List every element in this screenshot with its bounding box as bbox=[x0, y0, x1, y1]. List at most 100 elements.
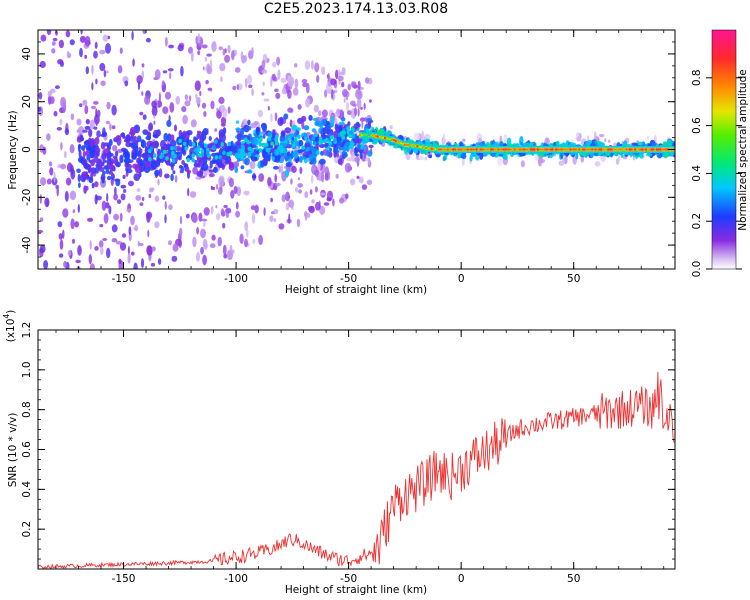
spectrogram-cell bbox=[603, 148, 606, 151]
spectrogram-cell bbox=[214, 155, 219, 160]
spectrogram-cell bbox=[253, 121, 259, 126]
spectrogram-cell bbox=[520, 160, 525, 168]
spectrogram-cell bbox=[296, 218, 301, 228]
spectrogram-cell bbox=[219, 62, 226, 72]
spectrogram-cell bbox=[164, 173, 170, 179]
spectrogram-cell bbox=[151, 105, 158, 117]
spectrogram-cell bbox=[364, 117, 367, 122]
spectrogram-cell bbox=[333, 130, 339, 139]
spectrogram-cell bbox=[344, 162, 352, 173]
spectrogram-cell bbox=[666, 139, 673, 148]
spectrogram-cell bbox=[95, 120, 98, 126]
snr-exponent-label: (x104) bbox=[2, 310, 17, 343]
spectrogram-cell bbox=[562, 148, 565, 151]
spectrogram-cell bbox=[220, 123, 226, 127]
spectrogram-cell bbox=[133, 226, 139, 231]
spectrogram-cell bbox=[174, 175, 178, 183]
spectrogram-cell bbox=[100, 176, 105, 180]
spectrogram-cell bbox=[131, 30, 134, 41]
spectrogram-cell bbox=[220, 76, 223, 82]
spectrogram-cell bbox=[360, 106, 363, 111]
spectrogram-cell bbox=[324, 172, 329, 181]
spectrogram-cell bbox=[84, 125, 91, 130]
spectrogram-cell bbox=[153, 153, 157, 158]
spectrogram-cell bbox=[186, 130, 193, 136]
x-tick-label: -150 bbox=[112, 273, 136, 285]
spectrogram-cell bbox=[184, 94, 189, 101]
spectrogram-cell bbox=[252, 238, 256, 245]
spectrogram-cell bbox=[326, 197, 332, 202]
spectrogram-cell bbox=[197, 161, 201, 168]
spectrogram-cell bbox=[220, 208, 225, 217]
spectrogram-cell bbox=[196, 251, 200, 262]
spectrogram-cell bbox=[196, 130, 202, 134]
spectrogram-cell bbox=[185, 139, 192, 143]
spectrogram-cell bbox=[304, 142, 311, 149]
spectrogram-cell bbox=[548, 148, 551, 151]
spectrogram-cell bbox=[285, 155, 291, 160]
spectrogram-cell bbox=[241, 151, 245, 157]
spectrogram-cell bbox=[346, 126, 351, 131]
spectrogram-cell bbox=[488, 148, 491, 151]
spectrogram-cell bbox=[337, 158, 343, 165]
spectrogram-cell bbox=[89, 149, 93, 157]
spectrogram-cell bbox=[107, 170, 113, 175]
spectrogram-cell bbox=[186, 169, 191, 174]
spectrogram-cell bbox=[57, 221, 63, 228]
spectrogram-cell bbox=[244, 238, 248, 248]
spectrogram-cell bbox=[272, 165, 279, 170]
snr-frame bbox=[37, 329, 676, 570]
spectrogram-cell bbox=[607, 148, 610, 151]
spectrogram-cell bbox=[170, 146, 174, 151]
spectrogram-cell bbox=[302, 82, 308, 88]
snr-panel: -150 -100 -50 0 50 0.2 0.4 0.6 0.8 1.0 1.2 Height… bbox=[2, 310, 676, 596]
spectrogram-cell bbox=[142, 114, 147, 120]
spectrogram-cell bbox=[359, 151, 363, 160]
spectrogram-cell bbox=[616, 148, 619, 151]
spectrogram-cell bbox=[274, 148, 280, 156]
spectrogram-cell bbox=[530, 142, 534, 147]
spectrogram-cell bbox=[102, 131, 107, 136]
spectrogram-cell bbox=[222, 244, 227, 256]
spectrogram-cell bbox=[605, 148, 608, 151]
spectrogram-cell bbox=[563, 155, 568, 165]
spectrogram-cell bbox=[587, 148, 590, 151]
spectrogram-cell bbox=[112, 145, 118, 152]
spectrogram-cell bbox=[407, 144, 410, 147]
spectrogram-cell bbox=[366, 179, 373, 185]
spectrogram-cell bbox=[162, 70, 168, 74]
spectrogram-cell bbox=[432, 148, 435, 150]
spectrogram-cell bbox=[46, 178, 52, 185]
spectrogram-cell bbox=[115, 135, 122, 141]
spectrogram-cell bbox=[91, 82, 94, 91]
spectrogram-cell bbox=[380, 136, 383, 139]
spectrogram-cell bbox=[178, 238, 182, 248]
spectrogram-cell bbox=[86, 154, 91, 161]
spectrogram-cell bbox=[169, 72, 172, 80]
spectrogram-cell bbox=[300, 115, 307, 122]
spectrogram-cell bbox=[287, 136, 291, 141]
spectrogram-cell bbox=[484, 148, 488, 151]
spectrogram-cell bbox=[582, 148, 585, 151]
spectrogram-cell bbox=[216, 107, 219, 112]
spectrogram-cell bbox=[169, 139, 177, 148]
spectrogram-cell bbox=[389, 138, 392, 141]
spectrogram-cell bbox=[262, 81, 265, 87]
spectrogram-cell bbox=[178, 227, 183, 236]
spectrogram-cell bbox=[215, 205, 218, 209]
spectrogram-cell bbox=[127, 245, 130, 255]
spectrogram-cell bbox=[333, 137, 337, 143]
figure-title: C2E5.2023.174.13.03.R08 bbox=[263, 1, 449, 17]
spectrogram-cell bbox=[119, 47, 123, 54]
spectrogram-cell bbox=[589, 148, 592, 151]
spectrogram-cell bbox=[197, 153, 202, 158]
spectrogram-cell bbox=[348, 133, 353, 138]
spectrogram-cell bbox=[124, 155, 131, 165]
spectrogram-cell bbox=[528, 148, 531, 151]
spectrogram-cell bbox=[117, 65, 123, 74]
colorbar-tick-label: 0.6 bbox=[691, 117, 703, 134]
spectrogram-cell bbox=[309, 189, 313, 195]
spectrogram-cell bbox=[132, 58, 135, 67]
spectrogram-cell bbox=[599, 134, 605, 138]
spectrogram-cell bbox=[196, 156, 203, 163]
